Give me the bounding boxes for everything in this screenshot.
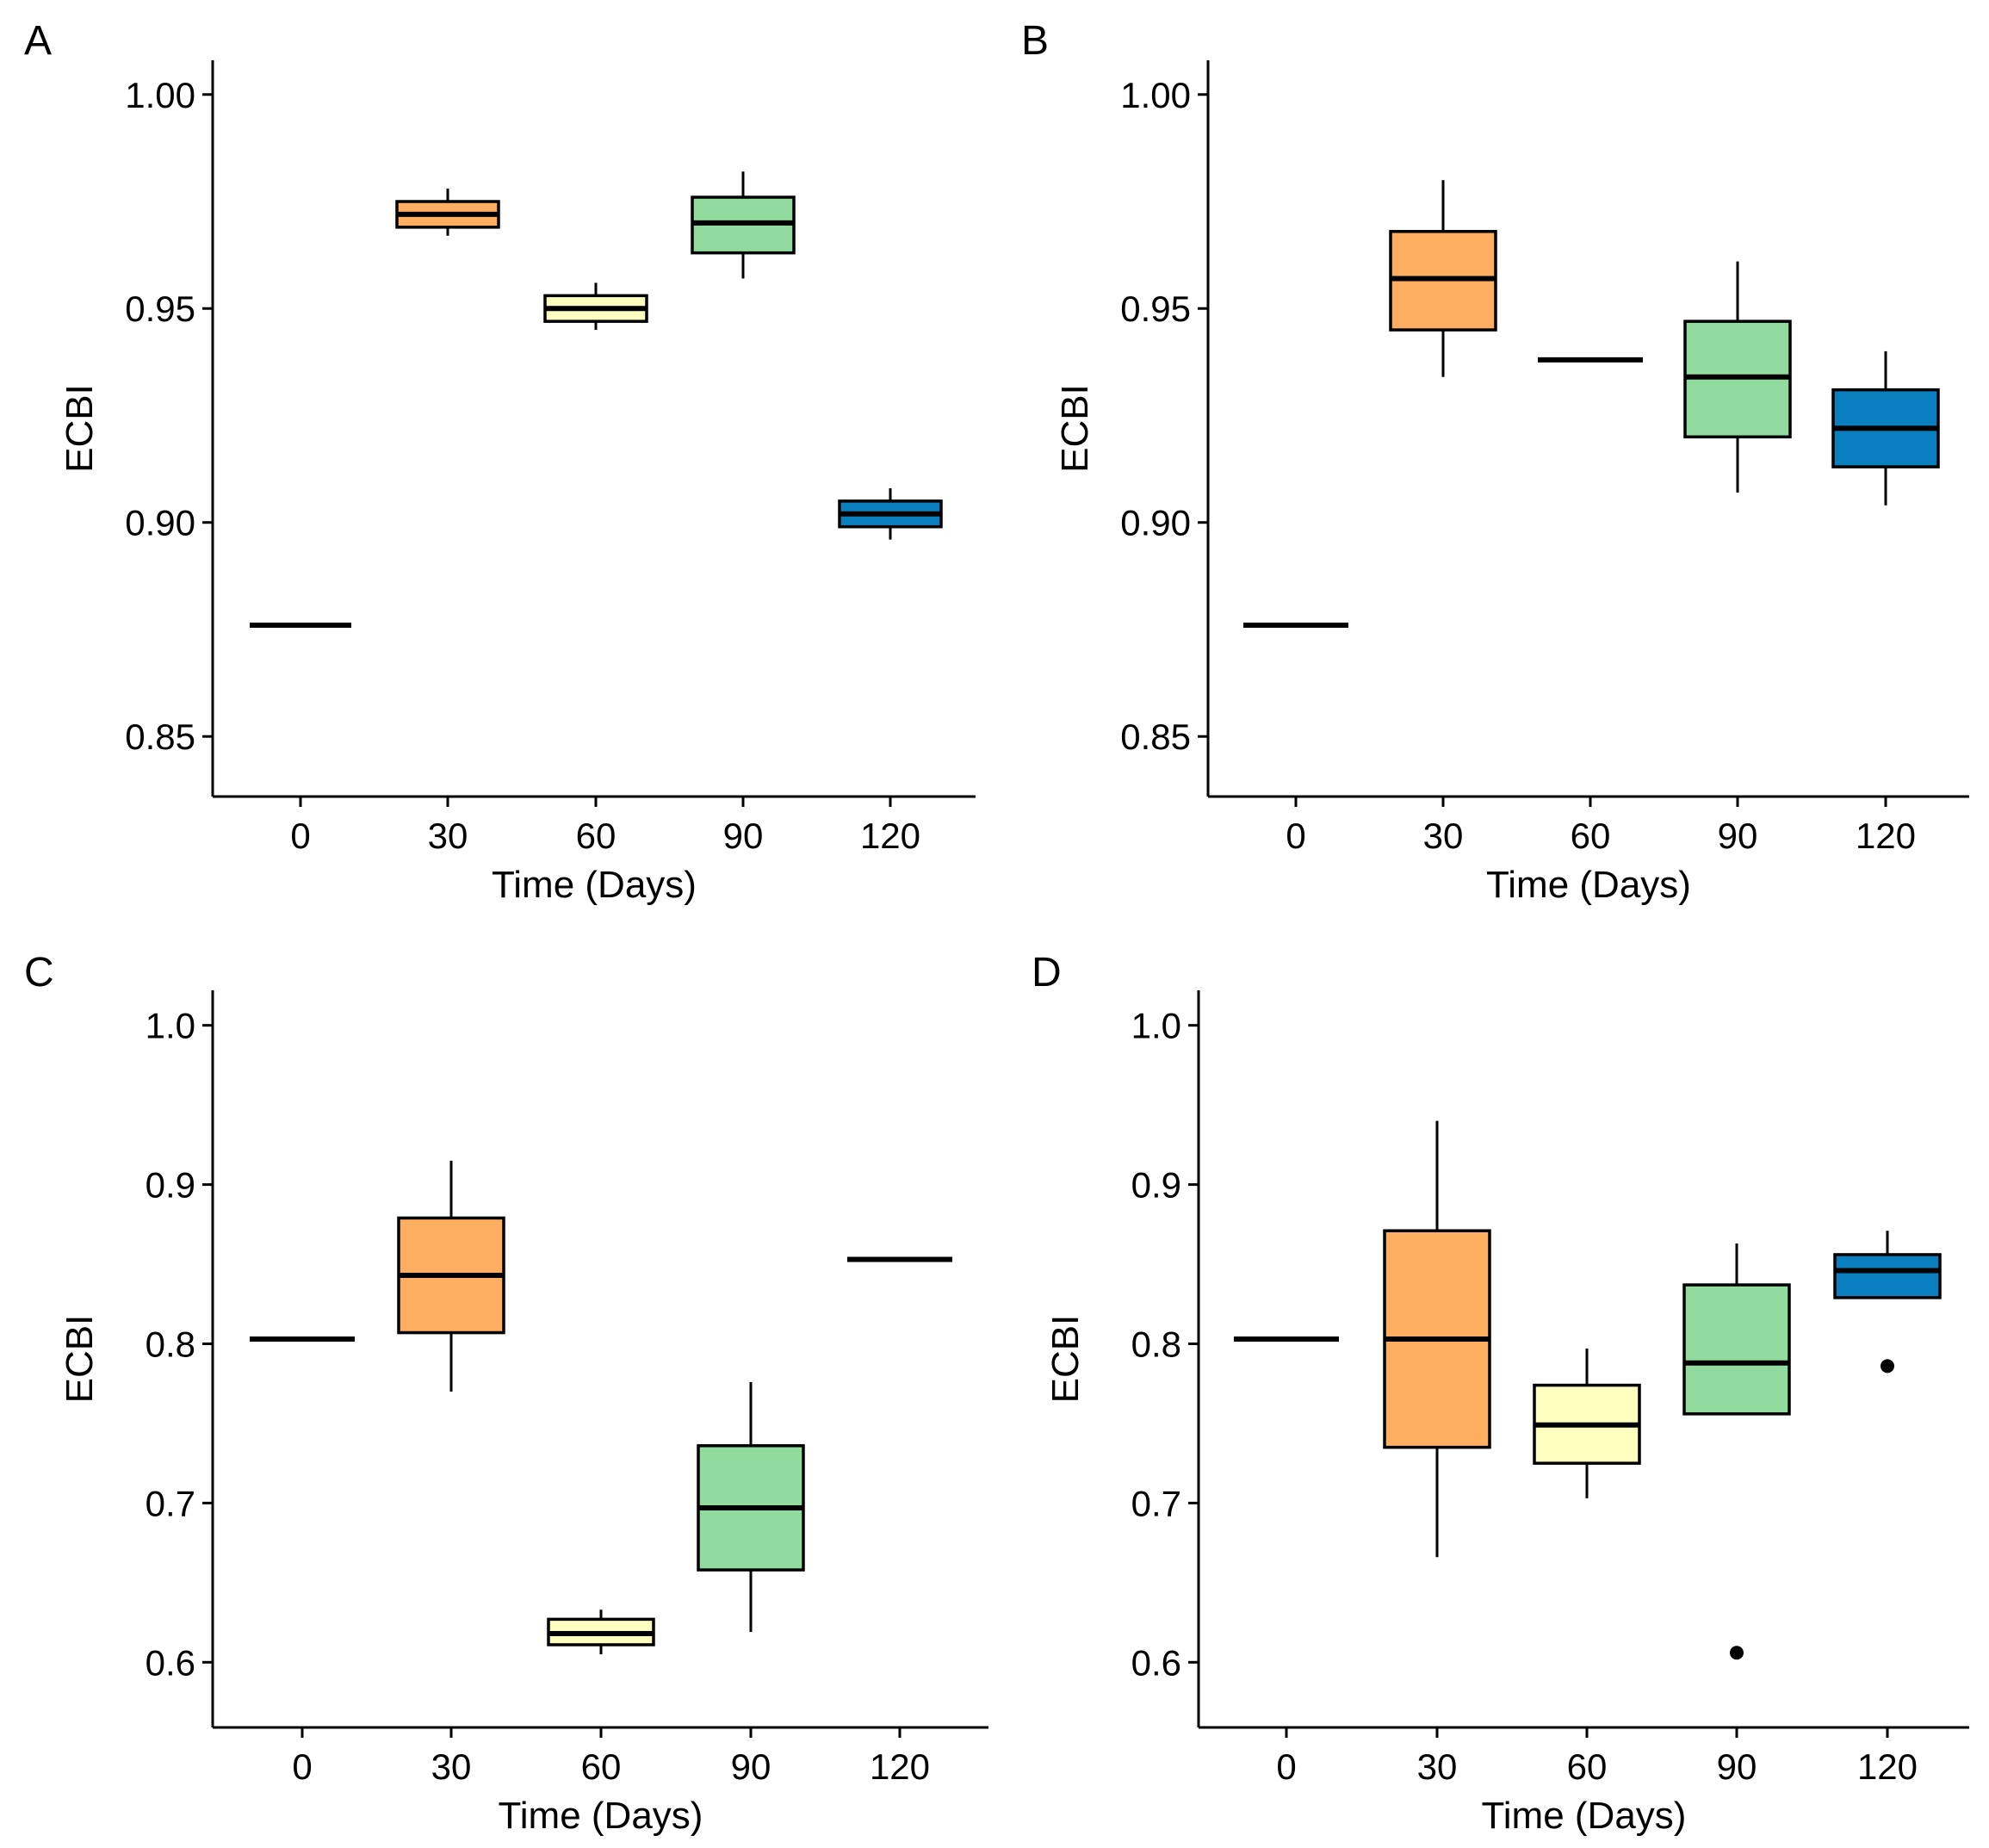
y-tick-label: 0.7 — [1131, 1483, 1181, 1523]
box-60-days — [547, 1609, 655, 1655]
x-tick-label: 90 — [1717, 1746, 1757, 1787]
box-90-days — [1682, 1243, 1791, 1660]
y-tick-label: 1.00 — [125, 75, 195, 115]
x-tick-label: 0 — [290, 815, 310, 856]
x-tick-label: 90 — [723, 815, 764, 856]
box-120-days — [838, 487, 943, 540]
y-tick-label: 0.95 — [125, 288, 195, 329]
outlier-point — [1881, 1359, 1894, 1374]
x-tick-label: 90 — [1718, 815, 1758, 856]
y-tick-label: 0.85 — [1120, 716, 1191, 757]
panel-d: D 0.6 0.7 0.8 0.9 1.0 0 30 60 90 120 Time (Days) ECB… — [1032, 950, 1969, 1837]
y-tick-label: 0.7 — [146, 1483, 195, 1523]
box-120-days — [1831, 350, 1940, 505]
box-iqr — [1833, 1253, 1942, 1299]
y-tick-label: 1.0 — [146, 1006, 195, 1046]
y-tick-label: 1.00 — [1120, 75, 1191, 115]
x-axis-title: Time (Days) — [1486, 864, 1691, 906]
y-axis-title: ECBI — [59, 1315, 101, 1404]
x-axis-title: Time (Days) — [1482, 1795, 1687, 1837]
y-tick-label: 1.0 — [1131, 1006, 1181, 1046]
box-60-days — [543, 282, 648, 331]
x-tick-label: 120 — [1857, 1746, 1918, 1787]
box-90-days — [691, 171, 796, 279]
x-tick-label: 30 — [431, 1746, 472, 1787]
box-120-days — [1833, 1231, 1942, 1374]
y-tick-label: 0.6 — [1131, 1642, 1181, 1683]
y-tick-label: 0.8 — [146, 1324, 195, 1365]
box-60-days — [1533, 1349, 1641, 1498]
box-30-days — [395, 189, 500, 236]
outlier-point — [1730, 1646, 1744, 1660]
box-30-days — [1389, 180, 1497, 377]
x-tick-label: 0 — [1276, 1746, 1296, 1787]
box-iqr — [1682, 1283, 1791, 1416]
y-tick-label: 0.6 — [146, 1642, 195, 1683]
panel-letter: D — [1032, 950, 1062, 995]
x-tick-label: 60 — [581, 1746, 622, 1787]
x-tick-label: 120 — [860, 815, 920, 856]
panel-b: B 0.85 0.90 0.95 1.00 0 30 60 90 120 Time (Days) EC… — [1021, 18, 1969, 906]
x-tick-label: 30 — [428, 815, 468, 856]
box-30-days — [397, 1160, 505, 1392]
y-axis-title: ECBI — [1054, 384, 1096, 473]
x-tick-label: 0 — [292, 1746, 312, 1787]
y-axis-title: ECBI — [1044, 1315, 1087, 1404]
y-tick-label: 0.85 — [125, 716, 195, 757]
x-tick-label: 90 — [731, 1746, 771, 1787]
y-axis-title: ECBI — [59, 384, 101, 473]
x-tick-label: 30 — [1417, 1746, 1458, 1787]
x-tick-label: 30 — [1423, 815, 1464, 856]
y-tick-label: 0.95 — [1120, 288, 1191, 329]
x-tick-label: 120 — [870, 1746, 930, 1787]
box-30-days — [1383, 1120, 1491, 1558]
y-tick-label: 0.90 — [1120, 503, 1191, 543]
panel-letter: A — [24, 18, 52, 64]
box-90-days — [1683, 261, 1792, 493]
x-tick-label: 120 — [1856, 815, 1916, 856]
y-tick-label: 0.9 — [146, 1165, 195, 1206]
panel-letter: B — [1021, 18, 1049, 64]
x-axis-title: Time (Days) — [499, 1795, 703, 1837]
panel-letter: C — [24, 950, 54, 995]
x-tick-label: 60 — [1567, 1746, 1608, 1787]
panel-a: A 0.85 0.90 0.95 1.00 0 30 60 90 120 Time (Days) EC… — [24, 18, 976, 906]
y-tick-label: 0.90 — [125, 503, 195, 543]
x-tick-label: 60 — [576, 815, 617, 856]
y-tick-label: 0.8 — [1131, 1324, 1181, 1365]
y-tick-label: 0.9 — [1131, 1165, 1181, 1206]
panel-c: C 0.6 0.7 0.8 0.9 1.0 0 30 60 90 120 Time (Days) ECB… — [24, 950, 988, 1837]
box-90-days — [697, 1381, 805, 1633]
x-tick-label: 0 — [1286, 815, 1305, 856]
x-axis-title: Time (Days) — [492, 864, 697, 906]
x-tick-label: 60 — [1571, 815, 1611, 856]
